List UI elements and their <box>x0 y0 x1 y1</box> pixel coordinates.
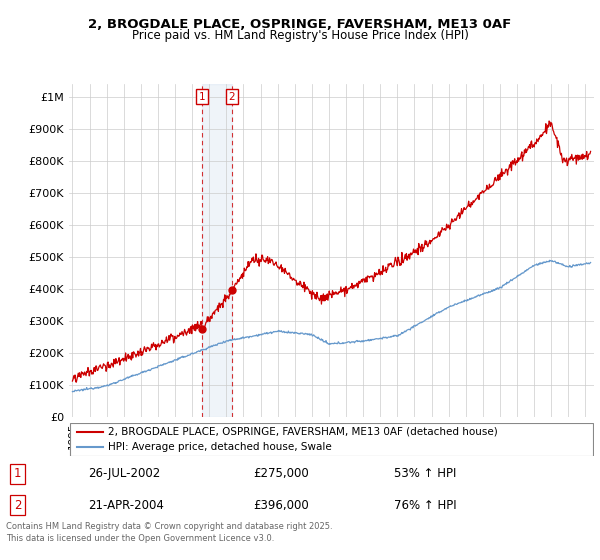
Text: 2, BROGDALE PLACE, OSPRINGE, FAVERSHAM, ME13 0AF: 2, BROGDALE PLACE, OSPRINGE, FAVERSHAM, … <box>88 18 512 31</box>
Text: 76% ↑ HPI: 76% ↑ HPI <box>394 498 457 512</box>
Bar <box>202 84 232 417</box>
Text: 53% ↑ HPI: 53% ↑ HPI <box>394 468 457 480</box>
Text: 2: 2 <box>229 92 235 102</box>
Text: HPI: Average price, detached house, Swale: HPI: Average price, detached house, Swal… <box>109 442 332 452</box>
FancyBboxPatch shape <box>70 423 593 456</box>
Text: 21-APR-2004: 21-APR-2004 <box>88 498 164 512</box>
Text: 1: 1 <box>199 92 205 102</box>
Text: 1: 1 <box>14 468 22 480</box>
Text: Price paid vs. HM Land Registry's House Price Index (HPI): Price paid vs. HM Land Registry's House … <box>131 29 469 42</box>
Text: 2, BROGDALE PLACE, OSPRINGE, FAVERSHAM, ME13 0AF (detached house): 2, BROGDALE PLACE, OSPRINGE, FAVERSHAM, … <box>109 427 498 437</box>
Text: 2: 2 <box>14 498 22 512</box>
Text: 26-JUL-2002: 26-JUL-2002 <box>88 468 161 480</box>
Text: £275,000: £275,000 <box>253 468 309 480</box>
Text: Contains HM Land Registry data © Crown copyright and database right 2025.
This d: Contains HM Land Registry data © Crown c… <box>6 522 332 543</box>
Text: £396,000: £396,000 <box>253 498 309 512</box>
